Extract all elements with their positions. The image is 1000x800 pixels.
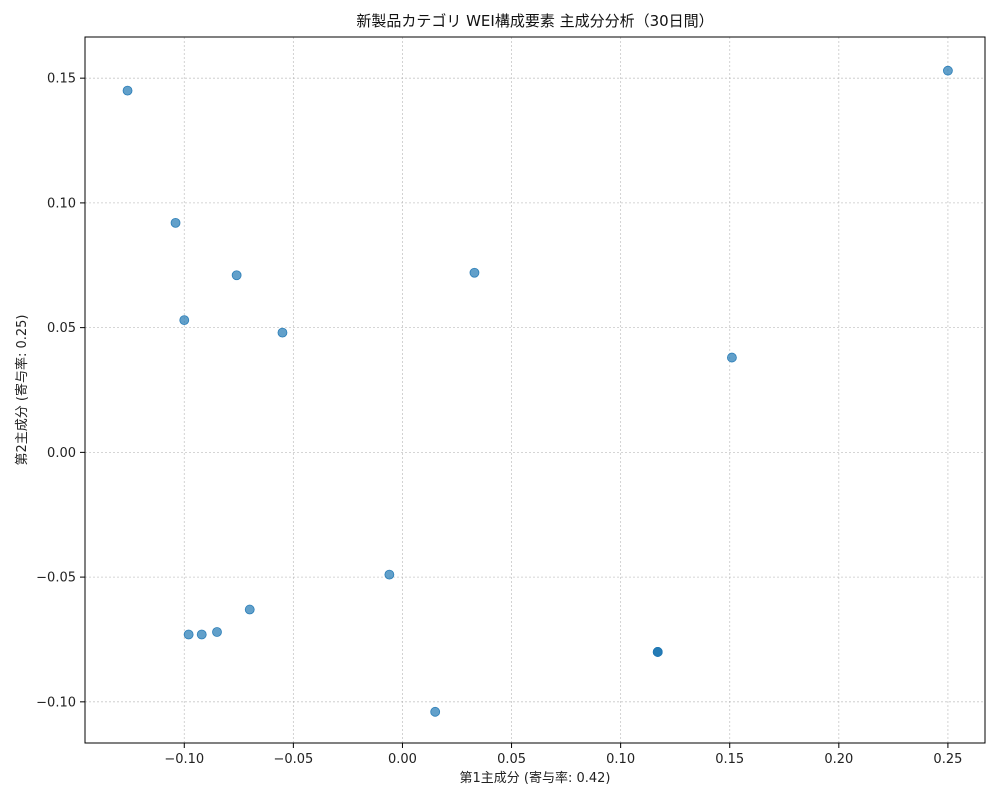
data-point: [244, 604, 255, 615]
x-tick-label: 0.25: [933, 752, 962, 767]
x-tick-label: 0.00: [388, 752, 417, 767]
data-point: [727, 352, 737, 363]
y-axis-ticks: −0.10 −0.05 0.00 0.05 0.10 0.15: [36, 72, 85, 710]
data-point: [196, 629, 207, 640]
x-tick-label: −0.10: [164, 752, 204, 767]
data-point: [183, 629, 194, 640]
data-point: [943, 65, 953, 76]
x-tick-label: 0.15: [715, 752, 744, 767]
data-point: [212, 627, 222, 637]
y-tick-label: −0.05: [36, 571, 76, 586]
data-point: [122, 85, 133, 96]
chart-title: 新製品カテゴリ WEI構成要素 主成分分析（30日間）: [356, 12, 713, 30]
data-point: [384, 569, 395, 580]
data-point: [469, 267, 480, 278]
data-point: [170, 217, 181, 228]
data-point: [430, 706, 441, 717]
y-tick-label: 0.15: [47, 72, 76, 87]
x-axis-ticks: −0.10 −0.05 0.00 0.05 0.10 0.15 0.20 0.25: [164, 743, 962, 767]
y-tick-label: 0.05: [47, 321, 76, 336]
data-point: [231, 270, 242, 281]
data-point: [652, 647, 663, 657]
y-tick-label: 0.10: [47, 196, 76, 211]
x-tick-label: 0.20: [824, 752, 853, 767]
y-tick-label: 0.00: [47, 446, 76, 461]
grid-layer: [85, 37, 985, 743]
data-point: [277, 327, 288, 338]
x-tick-label: 0.05: [497, 752, 526, 767]
plot-frame: [84, 36, 986, 744]
points-layer: [122, 65, 953, 717]
data-point: [179, 315, 190, 326]
y-tick-label: −0.10: [36, 695, 76, 710]
x-tick-label: 0.10: [606, 752, 635, 767]
x-axis-label: 第1主成分 (寄与率: 0.42): [459, 770, 610, 786]
x-tick-label: −0.05: [273, 752, 313, 767]
y-axis-label: 第2主成分 (寄与率: 0.25): [14, 314, 30, 465]
